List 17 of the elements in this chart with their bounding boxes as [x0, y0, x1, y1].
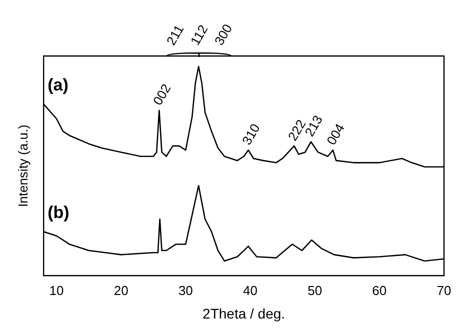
- x-tick-label: 60: [372, 282, 387, 298]
- annotation: 310: [239, 121, 263, 148]
- annotation: 002: [150, 81, 174, 108]
- x-axis-title: 2Theta / deg.: [202, 305, 286, 322]
- series-label: (b): [48, 202, 70, 222]
- x-tick-label: 70: [436, 282, 452, 298]
- x-tick-label: 30: [178, 282, 193, 298]
- x-tick-label: 10: [49, 282, 64, 298]
- y-axis-title: Intensity (a.u.): [15, 124, 30, 207]
- x-tick-label: 40: [243, 282, 258, 298]
- x-tick-label: 20: [114, 282, 128, 298]
- series-label: (a): [48, 75, 68, 94]
- annotation: 004: [324, 121, 348, 148]
- text: 112: [187, 22, 211, 48]
- text: 211: [163, 22, 187, 48]
- text: 300: [211, 21, 236, 48]
- x-tick-label: 50: [308, 282, 322, 298]
